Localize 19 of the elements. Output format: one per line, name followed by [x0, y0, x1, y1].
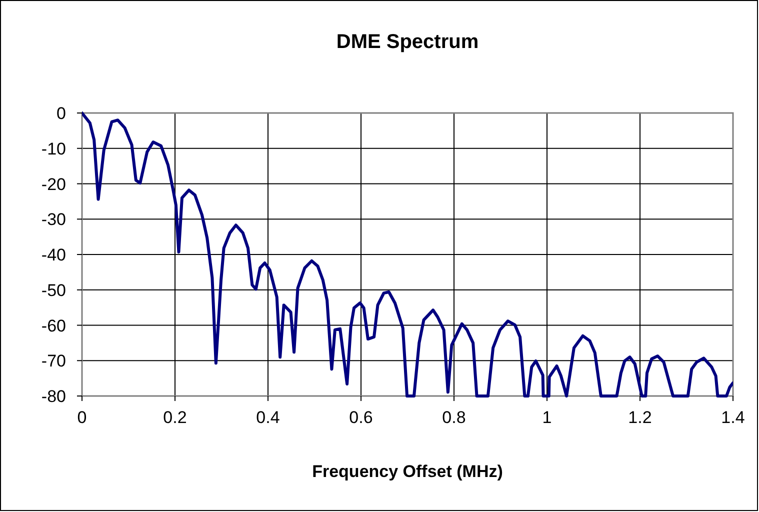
x-tick-label: 1.4	[721, 408, 745, 427]
x-axis-title: Frequency Offset (MHz)	[312, 462, 503, 481]
x-tick-label: 0.2	[163, 408, 187, 427]
x-tick-label: 1.2	[628, 408, 652, 427]
y-tick-label: -40	[41, 246, 66, 264]
y-tick-label: -70	[41, 352, 66, 371]
x-tick-label: 1	[542, 408, 552, 427]
y-tick-label: 0	[56, 104, 66, 123]
y-tick-label: -50	[41, 280, 66, 300]
y-tick-label: -60	[41, 316, 66, 336]
y-tick-label: -80	[41, 387, 66, 406]
x-tick-label: 0.6	[349, 408, 373, 427]
y-tick-label: -30	[41, 210, 66, 230]
x-tick-label: 0.8	[442, 408, 466, 427]
chart-title: DME Spectrum	[336, 31, 479, 53]
y-tick-label: -10	[41, 139, 66, 158]
y-tick-label: -20	[41, 174, 66, 194]
x-tick-label: 0.4	[256, 408, 280, 427]
x-tick-label: 0	[77, 408, 87, 427]
